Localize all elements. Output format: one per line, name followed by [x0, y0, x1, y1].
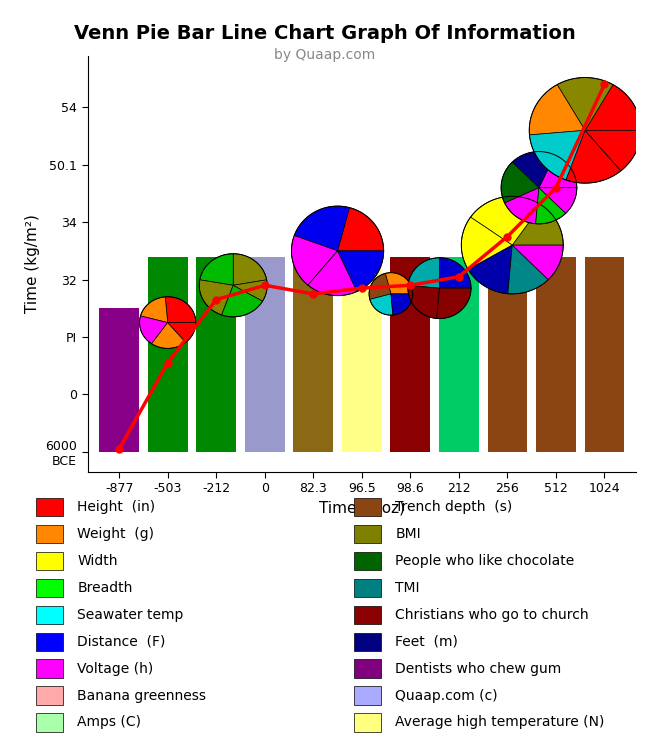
- Polygon shape: [505, 188, 539, 224]
- Polygon shape: [461, 217, 512, 270]
- Polygon shape: [557, 77, 613, 130]
- Polygon shape: [539, 155, 577, 188]
- Polygon shape: [535, 188, 566, 224]
- Polygon shape: [308, 251, 357, 296]
- Text: TMI: TMI: [395, 581, 420, 595]
- Bar: [36, 552, 63, 570]
- Polygon shape: [437, 288, 471, 319]
- Text: Christians who go to church: Christians who go to church: [395, 608, 589, 622]
- Polygon shape: [508, 245, 548, 294]
- Bar: [36, 525, 63, 543]
- Bar: [354, 579, 381, 597]
- Polygon shape: [199, 280, 233, 315]
- Polygon shape: [471, 196, 541, 245]
- Bar: [36, 579, 63, 597]
- Bar: [36, 713, 63, 732]
- Bar: [148, 256, 188, 452]
- Polygon shape: [530, 130, 585, 180]
- Polygon shape: [294, 206, 349, 251]
- Polygon shape: [233, 280, 267, 301]
- Bar: [354, 606, 381, 624]
- Polygon shape: [369, 273, 391, 299]
- Polygon shape: [140, 297, 167, 322]
- Text: Seawater temp: Seawater temp: [77, 608, 184, 622]
- Polygon shape: [439, 258, 471, 288]
- Bar: [536, 256, 576, 452]
- Text: Distance  (F): Distance (F): [77, 635, 165, 649]
- Text: Banana greenness: Banana greenness: [77, 689, 206, 703]
- Bar: [245, 256, 285, 452]
- Polygon shape: [512, 152, 555, 188]
- Bar: [197, 256, 236, 452]
- Text: Voltage (h): Voltage (h): [77, 662, 153, 675]
- Polygon shape: [337, 207, 384, 251]
- Text: BMI: BMI: [395, 527, 421, 541]
- Bar: [293, 256, 333, 452]
- Bar: [439, 256, 479, 452]
- Polygon shape: [408, 258, 439, 288]
- Polygon shape: [512, 245, 563, 279]
- Polygon shape: [233, 253, 267, 285]
- Bar: [354, 632, 381, 651]
- Polygon shape: [468, 245, 512, 293]
- Text: Width: Width: [77, 554, 117, 568]
- Polygon shape: [165, 296, 196, 322]
- Polygon shape: [501, 162, 539, 203]
- Text: Trench depth  (s): Trench depth (s): [395, 500, 513, 514]
- Bar: [585, 256, 624, 452]
- Bar: [36, 632, 63, 651]
- Polygon shape: [408, 285, 439, 319]
- Polygon shape: [152, 322, 186, 348]
- Polygon shape: [566, 130, 621, 183]
- Polygon shape: [585, 130, 641, 171]
- Polygon shape: [585, 85, 641, 130]
- Text: Dentists who chew gum: Dentists who chew gum: [395, 662, 561, 675]
- Bar: [36, 660, 63, 678]
- Bar: [36, 498, 63, 516]
- Bar: [354, 552, 381, 570]
- Polygon shape: [221, 285, 263, 317]
- Text: Feet  (m): Feet (m): [395, 635, 458, 649]
- Polygon shape: [512, 205, 563, 245]
- Text: Breadth: Breadth: [77, 581, 132, 595]
- Bar: [36, 687, 63, 705]
- Bar: [391, 256, 430, 452]
- Text: Average high temperature (N): Average high temperature (N): [395, 716, 605, 730]
- Polygon shape: [539, 188, 577, 213]
- Bar: [354, 660, 381, 678]
- Polygon shape: [391, 294, 413, 315]
- Text: Amps (C): Amps (C): [77, 716, 141, 730]
- Polygon shape: [200, 253, 233, 285]
- Text: Venn Pie Bar Line Chart Graph Of Information: Venn Pie Bar Line Chart Graph Of Informa…: [73, 24, 576, 43]
- Polygon shape: [529, 85, 585, 135]
- Bar: [487, 256, 527, 452]
- Polygon shape: [140, 316, 167, 344]
- Bar: [354, 525, 381, 543]
- Bar: [99, 308, 139, 452]
- Polygon shape: [370, 294, 393, 315]
- Bar: [354, 687, 381, 705]
- Text: Weight  (g): Weight (g): [77, 527, 154, 541]
- X-axis label: Time (fl oz): Time (fl oz): [319, 501, 405, 516]
- Polygon shape: [337, 251, 384, 291]
- Bar: [354, 498, 381, 516]
- Text: People who like chocolate: People who like chocolate: [395, 554, 574, 568]
- Polygon shape: [291, 236, 337, 285]
- Text: Height  (in): Height (in): [77, 500, 155, 514]
- Text: by Quaap.com: by Quaap.com: [274, 48, 375, 62]
- Text: Quaap.com (c): Quaap.com (c): [395, 689, 498, 703]
- Polygon shape: [386, 273, 413, 294]
- Bar: [342, 256, 382, 452]
- Bar: [354, 713, 381, 732]
- Y-axis label: Time (kg/m²): Time (kg/m²): [25, 214, 40, 314]
- Polygon shape: [167, 322, 196, 343]
- Bar: [36, 606, 63, 624]
